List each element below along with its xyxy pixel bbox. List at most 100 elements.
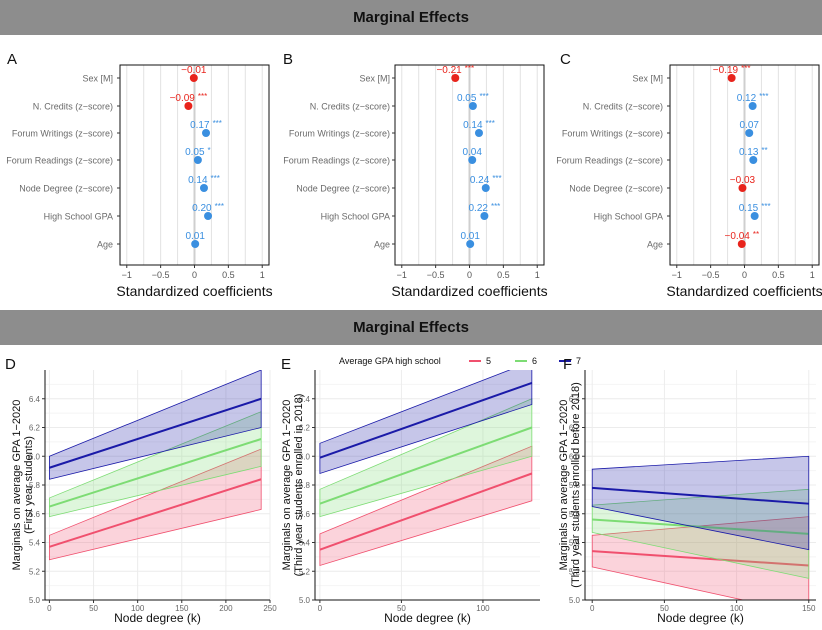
coefficient-label: 0.24 *** (470, 174, 502, 186)
x-tick-label: −1 (672, 270, 682, 280)
x-tick-label: 100 (131, 604, 145, 613)
coefficient-label: 0.05 * (185, 146, 211, 158)
y-tick-label: 5.2 (29, 567, 41, 576)
term-label: Forum Readings (z−score) (556, 156, 663, 166)
y-tick-label: 6.4 (29, 395, 41, 404)
x-axis-label: Node degree (k) (384, 611, 471, 625)
y-axis-label: Marginals on average GPA 1−2020(Third ye… (281, 394, 305, 577)
x-tick-label: 100 (730, 604, 744, 613)
coefficient-value: 0.01 (185, 231, 205, 242)
term-label: Age (97, 240, 113, 250)
coefficient-label: 0.14 *** (463, 119, 495, 131)
coefficient-value: 0.05 (457, 93, 477, 104)
coefficient-point (451, 74, 460, 82)
x-tick-label: −1 (397, 270, 407, 280)
fit-line-gpa-5 (592, 550, 809, 567)
significance-stars: *** (759, 92, 768, 101)
coefficient-value: 0.01 (460, 231, 480, 242)
y-axis-label: Marginals on average GPA 1−2020(First ye… (11, 400, 35, 571)
coefficient-point (204, 212, 213, 220)
coefficient-point (750, 212, 759, 220)
y-tick-label: 6.4 (569, 395, 581, 404)
coefficient-label: 0.07 (740, 120, 760, 131)
x-tick-label: 0 (590, 604, 595, 613)
significance-stars: *** (491, 202, 500, 211)
significance-stars: *** (741, 64, 750, 73)
term-label: N. Credits (z−score) (33, 102, 113, 112)
y-tick-label: 6.0 (299, 452, 311, 461)
coefficient-value: 0.15 (739, 203, 759, 214)
term-label: Node Degree (z−score) (296, 184, 390, 194)
coefficient-point (189, 74, 198, 82)
y-tick-label: 5.4 (29, 539, 41, 548)
significance-stars: *** (486, 119, 495, 128)
coefficient-label: 0.01 (185, 231, 205, 242)
coefficient-point (481, 184, 490, 192)
coefficient-point (737, 240, 746, 248)
significance-stars: ** (761, 146, 767, 155)
panel-letter: F (563, 356, 572, 373)
y-tick-label: 6.4 (299, 395, 311, 404)
y-axis-label-line: (Third year students enrolled in 2018) (293, 394, 305, 577)
x-tick-label: 1 (535, 270, 540, 280)
confidence-band-gpa-6 (591, 488, 810, 579)
term-label: Age (374, 240, 390, 250)
coefficient-value: −0.01 (181, 65, 207, 76)
significance-stars: * (208, 146, 211, 155)
y-tick-label: 6.2 (299, 424, 311, 433)
confidence-band-gpa-7 (591, 455, 810, 551)
coefficient-point (727, 74, 736, 82)
y-tick-label: 5.8 (299, 481, 311, 490)
term-label: High School GPA (321, 212, 390, 222)
y-tick-label: 5.0 (299, 596, 311, 605)
coefficient-label: 0.12 *** (737, 92, 769, 104)
legend-label-gpa-6: 6 (532, 356, 537, 366)
coefficient-value: 0.14 (188, 175, 208, 186)
panel-letter: C (560, 51, 571, 68)
y-axis-label-line: Marginals on average GPA 1−2020 (558, 400, 570, 571)
term-label: Forum Writings (z−score) (289, 129, 390, 139)
coefficient-label: 0.22 *** (468, 202, 500, 214)
coefficient-label: 0.15 *** (739, 202, 771, 214)
coefficient-value: 0.24 (470, 175, 490, 186)
middle-banner-title: Marginal Effects (353, 319, 469, 336)
coefficient-point (184, 102, 193, 110)
coefficient-point (474, 129, 483, 137)
y-tick-label: 5.2 (569, 567, 581, 576)
y-tick-label: 6.2 (569, 424, 581, 433)
y-axis-label-line: Marginals on average GPA 1−2020 (281, 400, 293, 571)
coefficient-point (745, 129, 754, 137)
x-tick-label: 0 (47, 604, 52, 613)
coefficient-point (193, 156, 202, 164)
fit-line-gpa-6 (319, 426, 533, 505)
term-label: High School GPA (594, 212, 663, 222)
coefficient-point (738, 184, 747, 192)
coefficient-value: 0.22 (468, 203, 488, 214)
coefficient-point (191, 240, 200, 248)
legend-label-gpa-7: 7 (576, 356, 581, 366)
y-tick-label: 6.0 (569, 452, 581, 461)
y-tick-label: 5.0 (569, 596, 581, 605)
x-axis-label: Standardized coefficients (116, 283, 272, 299)
y-tick-label: 5.8 (29, 481, 41, 490)
coefficient-label: 0.04 (462, 147, 482, 158)
term-label: Forum Readings (z−score) (6, 156, 113, 166)
coef-panel-a: A −1 −0.5 0 0.5 1 Standardized coefficients Sex… (6, 51, 272, 299)
fit-line-gpa-5 (49, 478, 262, 548)
coefficient-point (748, 102, 757, 110)
significance-stars: *** (465, 64, 474, 73)
coefficient-value: −0.09 (170, 93, 196, 104)
x-axis-label: Standardized coefficients (391, 283, 547, 299)
significance-stars: *** (215, 202, 224, 211)
top-banner: Marginal Effects (0, 0, 822, 35)
x-tick-label: 50 (397, 604, 406, 613)
coefficient-point (199, 184, 208, 192)
coefficient-point (468, 156, 477, 164)
significance-stars: *** (492, 174, 501, 183)
coefficient-label: −0.04 ** (725, 230, 760, 242)
x-tick-label: 0 (742, 270, 747, 280)
coefficient-value: 0.04 (462, 147, 482, 158)
coefficient-label: −0.01 (181, 65, 207, 76)
x-axis-label: Node degree (k) (114, 611, 201, 625)
term-label: Forum Writings (z−score) (562, 129, 663, 139)
